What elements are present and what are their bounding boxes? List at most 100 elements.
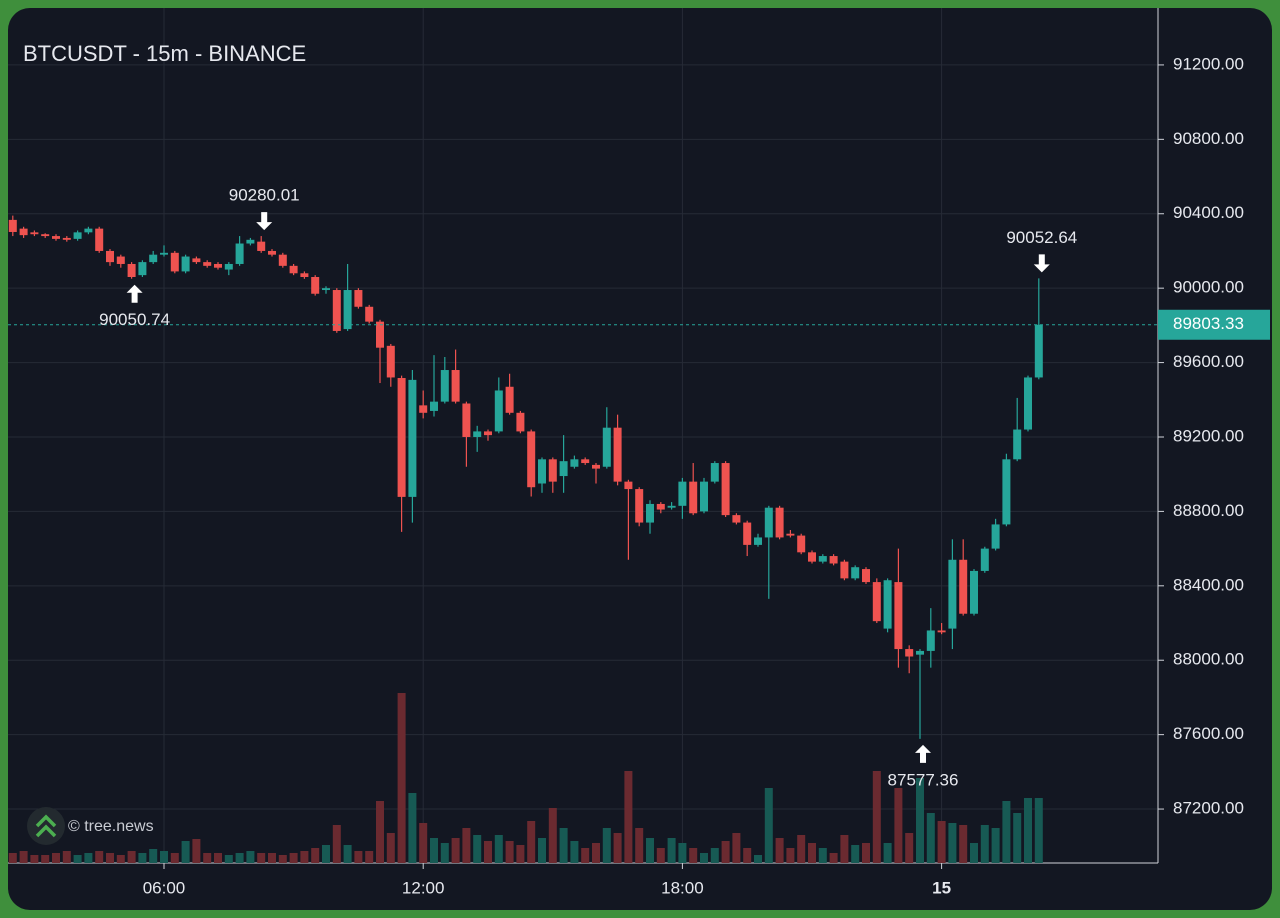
volume-bar [484, 841, 492, 863]
candle-body [905, 649, 914, 657]
candle-body [397, 378, 406, 497]
x-tick-label: 15 [932, 878, 951, 897]
volume-bar [106, 853, 114, 863]
volume-bar [775, 838, 784, 863]
volume-bar [322, 845, 330, 863]
volume-bar [786, 848, 795, 863]
y-tick-label: 90800.00 [1173, 129, 1244, 148]
x-tick-label: 06:00 [143, 878, 186, 897]
last-price-label: 89803.33 [1173, 314, 1244, 333]
candle-body [862, 569, 870, 583]
y-tick-label: 87200.00 [1173, 799, 1244, 818]
candle-body [808, 552, 816, 562]
candle-body [1024, 377, 1032, 430]
volume-bar [52, 853, 60, 863]
high-label: 90052.64 [1006, 228, 1077, 247]
candle-body [635, 489, 644, 523]
y-tick-label: 88400.00 [1173, 575, 1244, 594]
volume-bar [494, 835, 503, 863]
low-label: 87577.36 [888, 770, 959, 789]
low-label: 90050.74 [99, 310, 170, 329]
volume-bar [829, 853, 838, 863]
volume-bar [635, 828, 644, 863]
volume-bar [656, 848, 665, 863]
candle-body [127, 263, 136, 278]
candle-body [19, 228, 28, 236]
candle-body [278, 254, 287, 266]
volume-bar [872, 771, 881, 863]
candle-body [214, 263, 222, 268]
volume-bar [743, 848, 752, 863]
volume-bar [451, 838, 460, 863]
candle-body [322, 288, 330, 291]
volume-bar [289, 853, 298, 863]
volume-bar [62, 851, 71, 863]
candle-body [710, 463, 719, 482]
volume-bar [1002, 801, 1011, 863]
logo-chevron [35, 814, 57, 838]
candle-body [678, 481, 687, 506]
y-tick-label: 88800.00 [1173, 501, 1244, 520]
candle-body [613, 427, 622, 482]
candle-body [343, 290, 352, 330]
candle-body [289, 265, 298, 274]
volume-bar [376, 801, 384, 863]
candle-body [30, 232, 39, 235]
volume-bar [278, 855, 287, 863]
volume-bar [311, 848, 320, 863]
volume-bar [905, 833, 914, 863]
candle-body [743, 522, 752, 545]
volume-bar [991, 828, 1000, 863]
candle-body [138, 262, 147, 276]
volume-bar [354, 851, 363, 863]
volume-bar [408, 793, 417, 863]
volume-bar [19, 851, 28, 863]
candle-body [224, 263, 233, 270]
panel [8, 8, 1272, 910]
volume-bar [181, 841, 190, 863]
volume-bar [916, 778, 924, 863]
volume-bar [581, 848, 590, 863]
candle-body [516, 412, 525, 432]
candle-body [948, 559, 957, 629]
candle-body [41, 234, 50, 237]
volume-bar [732, 833, 741, 863]
volume-bar [894, 788, 903, 863]
volume-bar [365, 851, 374, 863]
candle-body [538, 459, 546, 484]
y-tick-label: 88000.00 [1173, 650, 1244, 669]
candle-body [894, 582, 903, 650]
volume-bar [516, 845, 525, 863]
candle-body [246, 239, 255, 244]
candle-body [721, 463, 730, 516]
volume-bar [559, 828, 568, 863]
candle-body [311, 277, 320, 294]
candle-body [386, 345, 395, 378]
candle-body [646, 503, 654, 523]
candle-body [840, 561, 849, 579]
last-price-tag [1158, 309, 1270, 340]
arrow [256, 212, 273, 231]
volume-bar [95, 851, 104, 863]
candle-body [775, 507, 784, 538]
candle-body [937, 630, 946, 633]
y-tick-label: 89200.00 [1173, 426, 1244, 445]
volume-bar [160, 851, 168, 863]
volume-bar [970, 843, 978, 863]
chart-title: BTCUSDT - 15m - BINANCE [23, 41, 306, 66]
volume-bar [300, 851, 309, 863]
candle-body [1034, 324, 1043, 378]
candle-body [700, 481, 708, 512]
volume-bar [30, 855, 39, 863]
y-tick-label: 87600.00 [1173, 724, 1244, 743]
y-tick-label: 89600.00 [1173, 352, 1244, 371]
candle-body [667, 505, 676, 508]
candle-body [419, 405, 428, 413]
volume-bar [851, 845, 860, 863]
candle-body [354, 290, 363, 307]
y-tick-label: 90400.00 [1173, 203, 1244, 222]
candle-body [268, 250, 276, 255]
volume-bar [883, 843, 892, 863]
volume-bar [700, 853, 708, 863]
high-label: 90280.01 [229, 186, 300, 205]
